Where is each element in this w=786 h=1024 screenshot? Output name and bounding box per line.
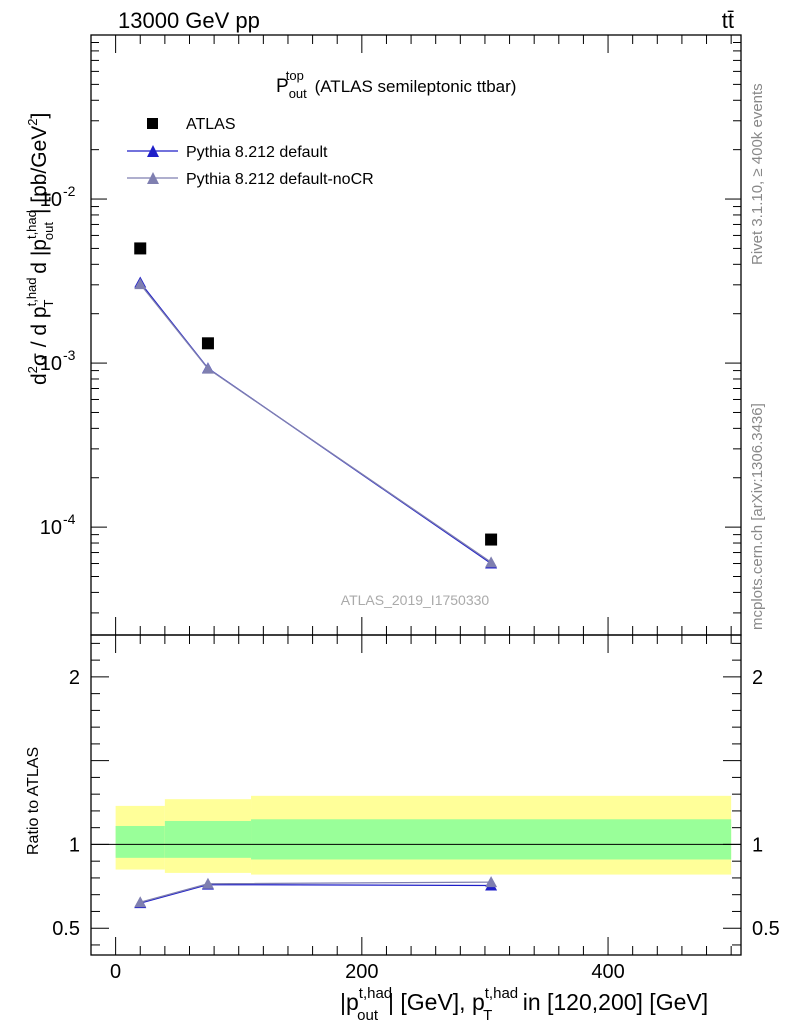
ratio-y-tick-label-right: 0.5	[752, 918, 780, 940]
mcplots-label: mcplots.cern.ch [arXiv:1306.3436]	[749, 403, 766, 630]
data-point-nocr	[201, 362, 214, 374]
main-y-tick-label: 10	[40, 353, 62, 375]
x-tick-label: 0	[110, 961, 121, 983]
data-point-atlas	[134, 242, 147, 255]
legend-marker-atlas	[147, 118, 158, 129]
data-point-nocr	[134, 278, 147, 290]
energy-label: 13000 GeV pp	[118, 8, 260, 33]
data-point-atlas	[485, 533, 498, 546]
ratio-y-tick-label-right: 1	[752, 834, 763, 856]
main-y-axis-label: d2σ / d pt,had T d |pt,had out| [pb/GeV2]	[24, 113, 56, 385]
ratio-y-tick-label-left: 2	[69, 667, 80, 689]
uncertainty-band-green	[115, 825, 165, 858]
x-tick-label: 400	[591, 961, 624, 983]
process-label: tt̄	[722, 8, 734, 33]
analysis-watermark: ATLAS_2019_I1750330	[341, 592, 490, 608]
main-y-tick-exponent: -2	[63, 183, 76, 199]
uncertainty-band-green	[251, 819, 732, 860]
main-y-tick-label: 10	[40, 189, 62, 211]
main-title: Pouttop (ATLAS semileptonic ttbar)	[276, 68, 516, 101]
ratio-point-nocr	[201, 877, 214, 889]
main-y-tick-label: 10	[40, 517, 62, 539]
ratio-point-nocr	[134, 896, 147, 908]
main-panel: Pouttop (ATLAS semileptonic ttbar) ATLAS…	[24, 34, 742, 636]
ratio-y-tick-label-left: 0.5	[52, 918, 80, 940]
ratio-y-tick-label-right: 2	[752, 667, 763, 689]
legend-marker-nocr	[147, 172, 159, 184]
rivet-label: Rivet 3.1.10, ≥ 400k events	[749, 83, 766, 265]
legend: ATLAS Pythia 8.212 default Pythia 8.212 …	[127, 116, 374, 188]
legend-label-default: Pythia 8.212 default	[186, 144, 328, 161]
ratio-point-nocr	[485, 876, 498, 888]
ratio-y-axis-label: Ratio to ATLAS	[25, 747, 42, 855]
series-line-nocr	[139, 283, 492, 563]
legend-label-nocr: Pythia 8.212 default-noCR	[186, 171, 374, 188]
legend-label-atlas: ATLAS	[186, 116, 236, 133]
x-axis-label: |pt,had out| [GeV], pt,had T in [120,200] …	[340, 985, 708, 1024]
x-tick-label: 200	[345, 961, 378, 983]
main-y-tick-exponent: -3	[63, 347, 76, 363]
ratio-panel: Ratio to ATLAS 0.5 0.5 1 1 2 2 0 200 400 |pt,had…	[25, 634, 780, 1024]
data-point-nocr	[485, 556, 498, 568]
legend-marker-default	[147, 145, 159, 157]
series-line-default	[139, 282, 492, 565]
uncertainty-band-green	[164, 820, 252, 858]
ratio-y-tick-label-left: 1	[69, 834, 80, 856]
main-y-tick-exponent: -4	[63, 511, 76, 527]
ratio-frame	[90, 634, 742, 956]
data-point-atlas	[201, 337, 214, 350]
